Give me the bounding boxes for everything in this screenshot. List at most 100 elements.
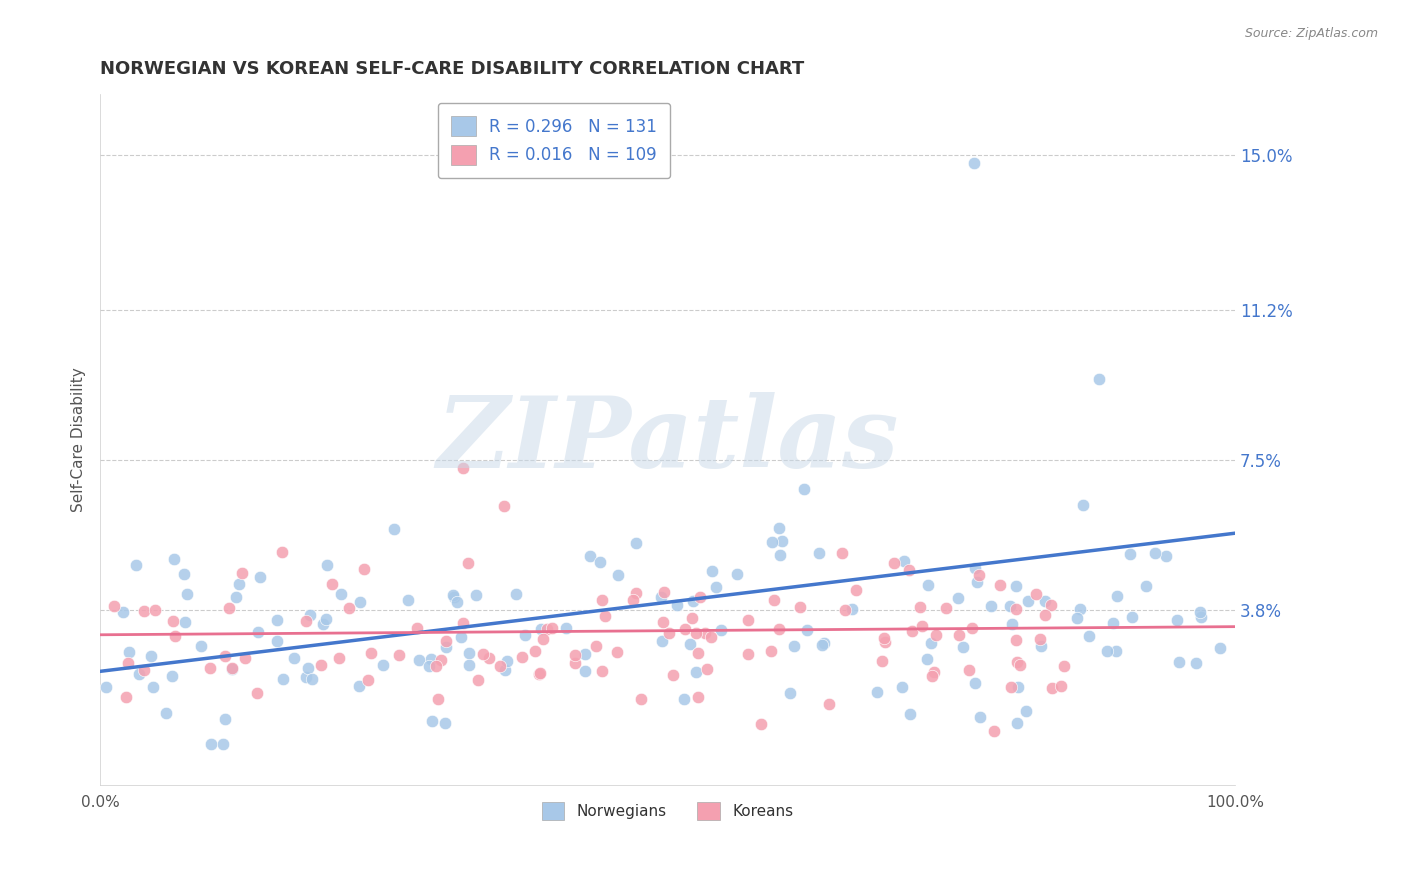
- Point: [515, 628, 537, 642]
- Point: [200, 738, 222, 752]
- Point: [118, 645, 141, 659]
- Point: [768, 521, 790, 535]
- Point: [176, 587, 198, 601]
- Point: [489, 659, 512, 673]
- Point: [1209, 640, 1232, 655]
- Point: [865, 684, 887, 698]
- Point: [1121, 610, 1143, 624]
- Point: [231, 566, 253, 580]
- Point: [689, 590, 711, 604]
- Point: [330, 587, 353, 601]
- Point: [371, 657, 394, 672]
- Point: [1005, 579, 1028, 593]
- Point: [917, 652, 939, 666]
- Point: [430, 652, 453, 666]
- Point: [963, 676, 986, 690]
- Point: [564, 657, 586, 671]
- Point: [117, 656, 139, 670]
- Point: [921, 669, 943, 683]
- Point: [908, 600, 931, 615]
- Point: [353, 562, 375, 576]
- Point: [1104, 643, 1126, 657]
- Point: [574, 665, 596, 679]
- Point: [700, 630, 723, 644]
- Point: [321, 577, 343, 591]
- Point: [360, 646, 382, 660]
- Point: [221, 661, 243, 675]
- Point: [427, 691, 450, 706]
- Point: [163, 552, 186, 566]
- Point: [103, 599, 125, 613]
- Point: [1005, 716, 1028, 731]
- Point: [591, 664, 613, 678]
- Point: [467, 673, 489, 688]
- Point: [1025, 587, 1047, 601]
- Point: [1066, 611, 1088, 625]
- Point: [911, 619, 934, 633]
- Point: [270, 544, 292, 558]
- Point: [1087, 372, 1109, 386]
- Point: [1166, 613, 1188, 627]
- Point: [875, 634, 897, 648]
- Point: [841, 602, 863, 616]
- Point: [1119, 547, 1142, 561]
- Point: [554, 621, 576, 635]
- Point: [218, 601, 240, 615]
- Point: [132, 664, 155, 678]
- Point: [406, 621, 429, 635]
- Point: [673, 622, 696, 636]
- Point: [446, 595, 468, 609]
- Point: [198, 661, 221, 675]
- Point: [173, 567, 195, 582]
- Point: [1135, 579, 1157, 593]
- Point: [564, 648, 586, 663]
- Point: [834, 603, 856, 617]
- Point: [496, 654, 519, 668]
- Point: [382, 522, 405, 536]
- Point: [988, 577, 1011, 591]
- Text: NORWEGIAN VS KOREAN SELF-CARE DISABILITY CORRELATION CHART: NORWEGIAN VS KOREAN SELF-CARE DISABILITY…: [100, 60, 804, 78]
- Point: [1005, 656, 1028, 670]
- Point: [688, 646, 710, 660]
- Point: [1001, 617, 1024, 632]
- Point: [1078, 629, 1101, 643]
- Point: [246, 686, 269, 700]
- Point: [1000, 599, 1022, 614]
- Point: [591, 593, 613, 607]
- Point: [1144, 546, 1167, 560]
- Point: [1005, 633, 1028, 648]
- Point: [141, 649, 163, 664]
- Point: [1029, 639, 1052, 653]
- Point: [952, 640, 974, 654]
- Point: [309, 658, 332, 673]
- Point: [789, 600, 811, 615]
- Point: [725, 566, 748, 581]
- Point: [1168, 655, 1191, 669]
- Point: [530, 622, 553, 636]
- Point: [266, 614, 288, 628]
- Point: [963, 156, 986, 170]
- Point: [796, 623, 818, 637]
- Point: [873, 631, 896, 645]
- Point: [898, 707, 921, 722]
- Point: [672, 692, 695, 706]
- Point: [1007, 680, 1029, 694]
- Point: [315, 612, 337, 626]
- Point: [420, 714, 443, 728]
- Point: [966, 575, 988, 590]
- Point: [1000, 680, 1022, 694]
- Point: [471, 648, 494, 662]
- Point: [579, 549, 602, 564]
- Point: [1017, 594, 1039, 608]
- Point: [813, 636, 835, 650]
- Point: [783, 639, 806, 653]
- Point: [328, 650, 350, 665]
- Point: [897, 563, 920, 577]
- Point: [737, 613, 759, 627]
- Point: [768, 622, 790, 636]
- Point: [425, 659, 447, 673]
- Point: [965, 561, 987, 575]
- Point: [967, 567, 990, 582]
- Point: [1042, 681, 1064, 695]
- Point: [957, 663, 980, 677]
